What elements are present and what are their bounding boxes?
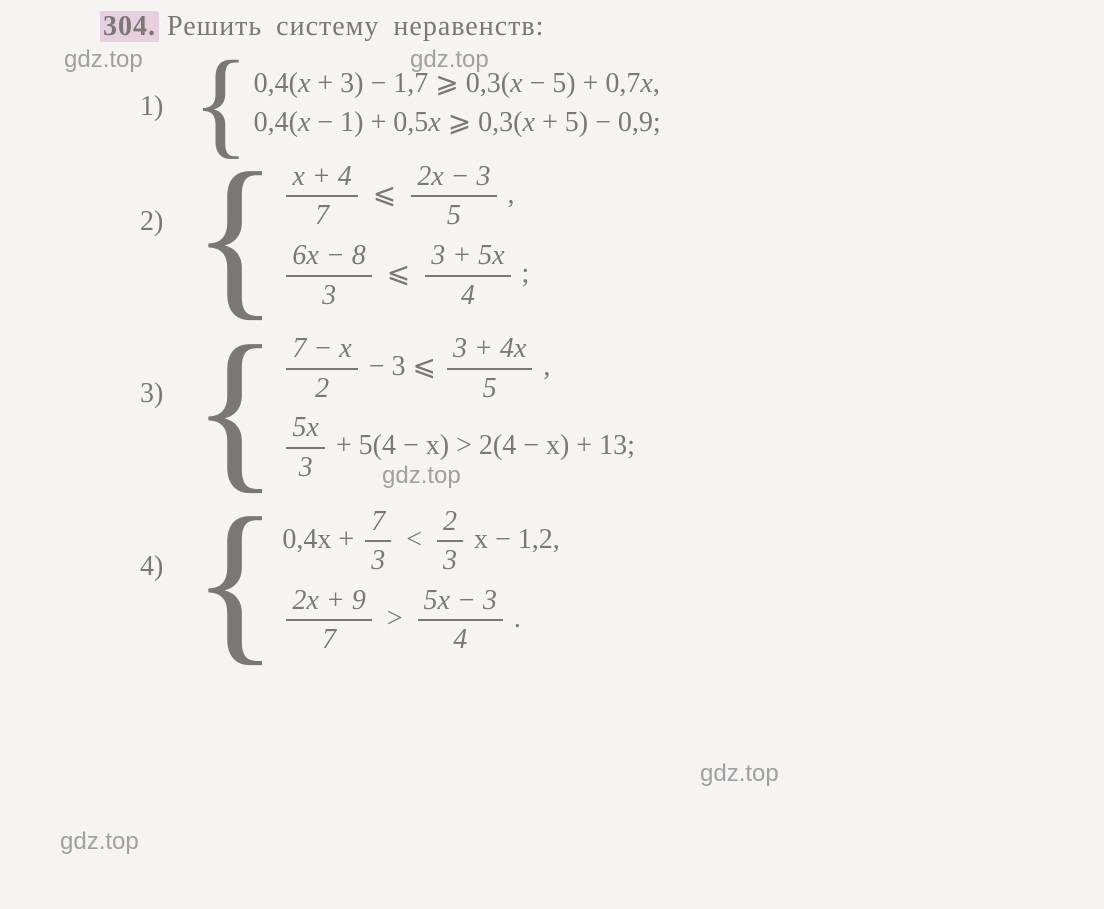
item-4-line-2: 2x + 9 7 > 5x − 3 4 . (282, 584, 559, 657)
fraction: 2x − 3 5 (411, 160, 496, 233)
brace-icon: { (192, 502, 278, 660)
fraction: 7 3 (365, 505, 391, 578)
fraction: 3 + 5x 4 (425, 239, 510, 312)
item-4: 4) { 0,4x + 7 3 < 2 3 x − 1,2, (140, 502, 1054, 660)
item-1-lines: 0,4(x + 3) − 1,7 ⩾ 0,3(x − 5) + 0,7x, 0,… (254, 64, 661, 143)
item-3-line-1: 7 − x 2 − 3 ⩽ 3 + 4x 5 , (282, 332, 634, 405)
fraction: 5x 3 (286, 411, 324, 484)
watermark: gdz.top (382, 462, 461, 490)
watermark: gdz.top (410, 46, 489, 74)
brace-icon: { (192, 64, 250, 143)
item-4-system: { 0,4x + 7 3 < 2 3 x − 1,2, (192, 502, 560, 660)
item-3: 3) { 7 − x 2 − 3 ⩽ 3 + 4x 5 , (140, 329, 1054, 487)
fraction: 2 3 (437, 505, 463, 578)
item-2-number: 2) (140, 157, 176, 239)
item-1-line-2: 0,4(x − 1) + 0,5x ⩾ 0,3(x + 5) − 0,9; (254, 106, 661, 140)
brace-icon: { (192, 157, 278, 315)
item-2-system: { x + 4 7 ⩽ 2x − 3 5 , 6x − 8 (192, 157, 529, 315)
watermark: gdz.top (700, 760, 779, 788)
item-2-line-1: x + 4 7 ⩽ 2x − 3 5 , (282, 160, 529, 233)
fraction: 3 + 4x 5 (447, 332, 532, 405)
item-2: 2) { x + 4 7 ⩽ 2x − 3 5 , (140, 157, 1054, 315)
fraction: 7 − x 2 (286, 332, 357, 405)
fraction: 2x + 9 7 (286, 584, 371, 657)
item-4-lines: 0,4x + 7 3 < 2 3 x − 1,2, 2x + 9 (282, 502, 559, 660)
page-content: 304. Решить систему неравенств: 1) { 0,4… (0, 0, 1104, 694)
item-1: 1) { 0,4(x + 3) − 1,7 ⩾ 0,3(x − 5) + 0,7… (140, 64, 1054, 143)
item-1-number: 1) (140, 64, 176, 124)
watermark: gdz.top (64, 46, 143, 74)
fraction: 6x − 8 3 (286, 239, 371, 312)
item-2-line-2: 6x − 8 3 ⩽ 3 + 5x 4 ; (282, 239, 529, 312)
item-4-line-1: 0,4x + 7 3 < 2 3 x − 1,2, (282, 505, 559, 578)
problem-number: 304. (100, 11, 159, 42)
item-1-system: { 0,4(x + 3) − 1,7 ⩾ 0,3(x − 5) + 0,7x, … (192, 64, 661, 143)
item-2-lines: x + 4 7 ⩽ 2x − 3 5 , 6x − 8 3 ⩽ (282, 157, 529, 315)
fraction: 5x − 3 4 (418, 584, 503, 657)
fraction: x + 4 7 (286, 160, 357, 233)
item-4-number: 4) (140, 502, 176, 584)
watermark: gdz.top (60, 828, 139, 856)
brace-icon: { (192, 329, 278, 487)
item-3-number: 3) (140, 329, 176, 411)
